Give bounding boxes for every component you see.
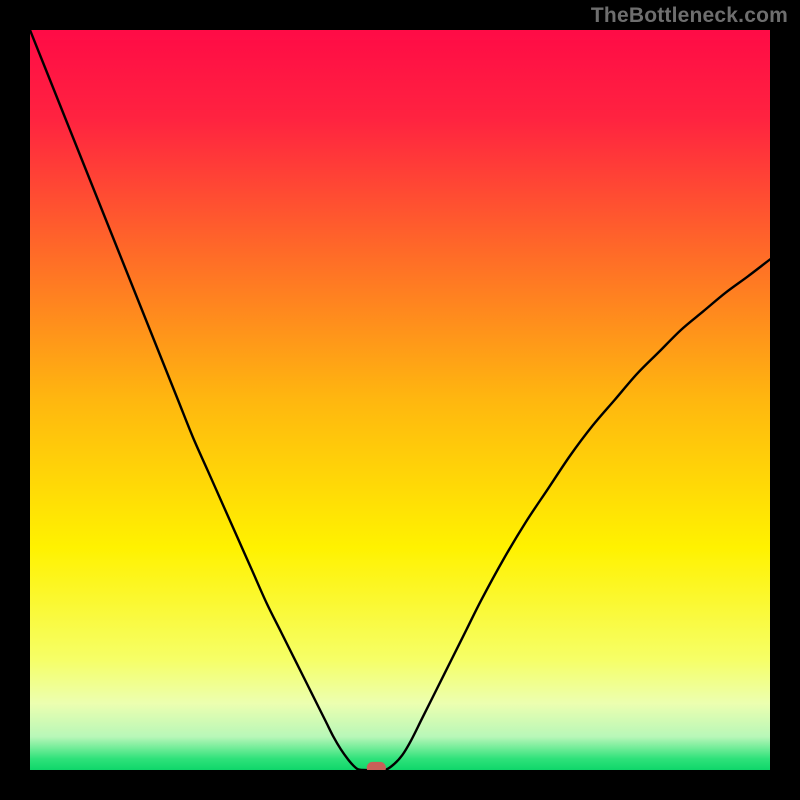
figure-outer: TheBottleneck.com: [0, 0, 800, 800]
watermark-text: TheBottleneck.com: [591, 4, 788, 28]
plot-area: [30, 30, 770, 770]
gradient-background: [30, 30, 770, 770]
chart-svg: [30, 30, 770, 770]
optimal-point-marker: [367, 762, 386, 770]
